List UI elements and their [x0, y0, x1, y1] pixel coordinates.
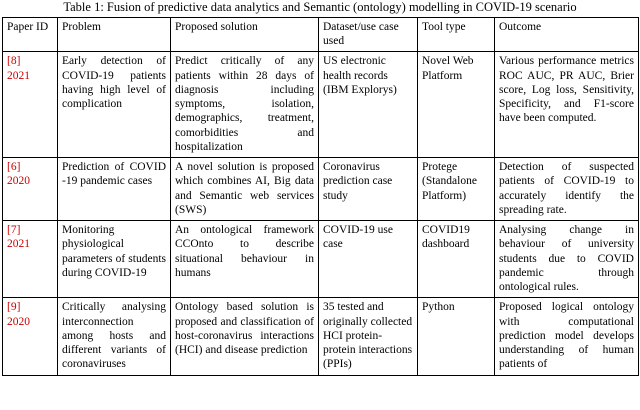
header-paper-id: Paper ID	[2, 16, 58, 53]
solution-cell: Ontology based solution is proposed and …	[170, 297, 319, 376]
paper-year: 2021	[7, 69, 30, 82]
table-row: [7] 2021 Monitoring physiological parame…	[2, 219, 639, 299]
header-outcome: Outcome	[494, 16, 639, 53]
dataset-cell: US electronic health records (IBM Explor…	[318, 51, 418, 158]
problem-cell: Critically analysing interconnection amo…	[57, 297, 171, 376]
paper-year: 2020	[7, 315, 30, 328]
table-row: [6] 2020 Prediction of COVID -19 pandemi…	[2, 157, 639, 221]
paper-year: 2020	[7, 175, 30, 188]
header-tool-type: Tool type	[417, 16, 495, 53]
table-row: [8] 2021 Early detection of COVID-19 pat…	[2, 51, 639, 158]
outcome-cell: Proposed logical ontology with computati…	[494, 297, 639, 376]
tool-cell: COVID19 dashboard	[417, 219, 495, 299]
table-caption: Table 1: Fusion of predictive data analy…	[63, 0, 577, 14]
citation-link[interactable]: [6]	[7, 161, 21, 173]
header-dataset: Dataset/use case used	[318, 16, 418, 53]
outcome-cell: Analysing change in behaviour of univers…	[494, 219, 639, 299]
solution-cell: An ontological framework CCOnto to descr…	[170, 219, 319, 299]
dataset-cell: 35 tested and originally collected HCI p…	[318, 297, 418, 376]
paper-year: 2021	[7, 238, 30, 251]
outcome-cell: Detection of suspected patients of COVID…	[494, 157, 639, 221]
solution-cell: Predict critically of any patients withi…	[170, 51, 319, 158]
problem-cell: Monitoring physiological parameters of s…	[57, 219, 171, 299]
paper-id-cell: [6] 2020	[2, 157, 58, 221]
header-row: Paper ID Problem Proposed solution Datas…	[2, 16, 639, 53]
table-row: [9] 2020 Critically analysing interconne…	[2, 297, 639, 376]
problem-cell: Early detection of COVID-19 patients hav…	[57, 51, 171, 158]
citation-link[interactable]: [9]	[7, 301, 21, 314]
citation-link[interactable]: [8]	[7, 55, 21, 68]
paper-id-cell: [8] 2021	[2, 51, 58, 158]
dataset-cell: COVID-19 use case	[318, 219, 418, 299]
problem-cell: Prediction of COVID -19 pandemic cases	[57, 157, 171, 221]
header-proposed-solution: Proposed solution	[170, 16, 319, 53]
dataset-cell: Coronavirus prediction case study	[318, 157, 418, 221]
paper-id-cell: [7] 2021	[2, 219, 58, 299]
solution-cell: A novel solution is proposed which combi…	[170, 157, 319, 221]
outcome-cell: Various performance metrics ROC AUC, PR …	[494, 51, 639, 158]
citation-link[interactable]: [7]	[7, 224, 21, 236]
review-table: Paper ID Problem Proposed solution Datas…	[2, 16, 639, 376]
header-problem: Problem	[57, 16, 171, 53]
paper-id-cell: [9] 2020	[2, 297, 58, 376]
tool-cell: Novel Web Platform	[417, 51, 495, 158]
tool-cell: Python	[417, 297, 495, 376]
tool-cell: Protege (Standalone Platform)	[417, 157, 495, 221]
